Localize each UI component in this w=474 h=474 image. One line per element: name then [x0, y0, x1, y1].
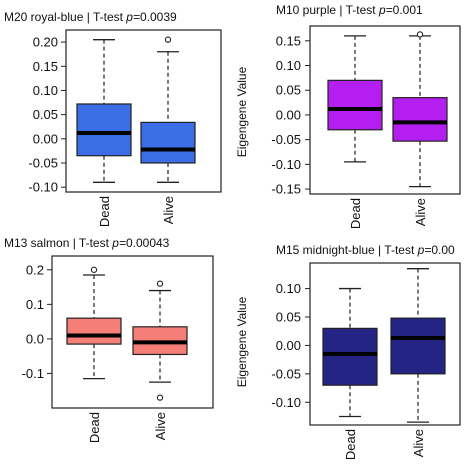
panel-title: M10 purple | T-test p=0.001: [276, 3, 423, 17]
outlier-point: [416, 31, 424, 38]
x-category-label: Dead: [343, 429, 358, 460]
y-axis-label: Eigengene Value: [235, 66, 249, 157]
y-tick-label: -0.10: [271, 157, 301, 172]
iqr-box: [390, 317, 446, 375]
y-tick-label: -0.1: [22, 366, 44, 381]
x-category-label: Alive: [153, 412, 168, 440]
y-tick-label: -0.05: [271, 366, 301, 381]
y-tick-label: -0.05: [28, 155, 58, 170]
y-tick-label: 0.10: [276, 58, 301, 73]
iqr-box: [140, 121, 196, 164]
y-axis: 0.2 0.1 0.0 -0.1: [22, 262, 53, 381]
y-tick-label: 0.15: [33, 59, 58, 74]
x-category-label: Dead: [348, 198, 363, 229]
y-tick-label: -0.10: [28, 180, 58, 195]
box-alive: [392, 31, 448, 188]
y-tick-label: -0.10: [271, 395, 301, 410]
box-series: [66, 266, 188, 401]
y-axis: 0.15 0.10 0.05 0.00 -0.05 -0.10 -0.15: [271, 33, 311, 197]
y-tick-label: 0.20: [33, 35, 58, 50]
panel-title: M13 salmon | T-test p=0.00043: [4, 236, 170, 250]
x-category-label: Alive: [411, 429, 426, 457]
iqr-box: [322, 327, 378, 386]
y-tick-label: 0.05: [276, 83, 301, 98]
box-dead: [327, 35, 383, 163]
box-dead: [66, 266, 122, 380]
x-categories: Dead Alive: [87, 412, 168, 443]
y-tick-label: 0.0: [26, 331, 44, 346]
y-tick-label: 0.10: [33, 83, 58, 98]
box-series: [322, 268, 446, 423]
x-category-label: Alive: [161, 196, 176, 224]
y-tick-label: 0.15: [276, 33, 301, 48]
x-categories: Dead Alive: [97, 196, 176, 227]
outlier-point: [156, 394, 164, 401]
x-categories: Dead Alive: [343, 429, 426, 460]
outlier-point: [164, 36, 172, 43]
y-tick-label: 0.00: [276, 107, 301, 122]
box-alive: [390, 268, 446, 423]
x-category-label: Alive: [413, 198, 428, 226]
iqr-box: [66, 317, 122, 345]
box-alive: [140, 36, 196, 183]
outlier-point: [156, 280, 164, 287]
iqr-box: [392, 97, 448, 142]
panel-title: M20 royal-blue | T-test p=0.0039: [4, 10, 177, 24]
iqr-box: [327, 79, 383, 131]
panel-m10: M10 purple | T-test p=0.001 Eigengene Va…: [235, 3, 461, 229]
x-categories: Dead Alive: [348, 198, 428, 229]
iqr-box: [76, 103, 132, 157]
y-tick-label: 0.05: [276, 310, 301, 325]
box-series: [76, 36, 196, 183]
y-axis: 0.10 0.05 0.00 -0.05 -0.10: [271, 281, 311, 410]
y-tick-label: 0.00: [276, 338, 301, 353]
outlier-point: [90, 266, 98, 273]
panel-m15: M15 midnight-blue | T-test p=0.00 Eigeng…: [235, 243, 461, 460]
y-tick-label: 0.10: [276, 281, 301, 296]
panel-m20: M20 royal-blue | T-test p=0.0039 0.20 0.1…: [4, 10, 222, 227]
y-tick-label: -0.15: [271, 182, 301, 197]
box-dead: [322, 287, 378, 418]
x-category-label: Dead: [87, 412, 102, 443]
panel-title: M15 midnight-blue | T-test p=0.00: [276, 243, 455, 257]
x-category-label: Dead: [97, 196, 112, 227]
y-tick-label: 0.00: [33, 131, 58, 146]
y-tick-label: 0.05: [33, 107, 58, 122]
y-tick-label: 0.1: [26, 297, 44, 312]
y-axis: 0.20 0.15 0.10 0.05 0.00 -0.05 -0.10: [28, 35, 67, 195]
panel-m13: M13 salmon | T-test p=0.00043 0.2 0.1 0.0 -…: [4, 236, 214, 443]
y-tick-label: 0.2: [26, 262, 44, 277]
y-tick-label: -0.05: [271, 132, 301, 147]
box-alive: [132, 280, 188, 401]
box-dead: [76, 39, 132, 183]
box-series: [327, 31, 448, 188]
y-axis-label: Eigengene Value: [235, 296, 249, 387]
